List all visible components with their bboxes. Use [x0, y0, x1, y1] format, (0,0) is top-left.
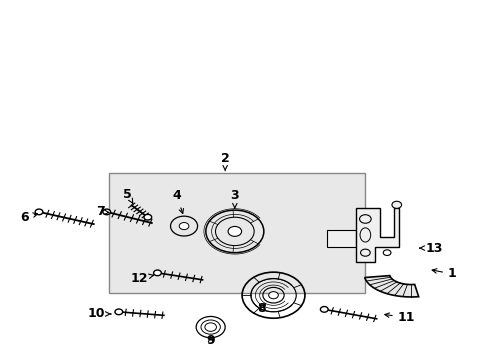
Text: 8: 8	[257, 302, 265, 315]
FancyBboxPatch shape	[109, 173, 365, 293]
Text: 9: 9	[206, 334, 215, 347]
FancyBboxPatch shape	[326, 230, 355, 247]
Text: 2: 2	[221, 152, 229, 171]
Text: 11: 11	[384, 311, 414, 324]
Circle shape	[268, 292, 278, 299]
Text: 13: 13	[419, 242, 442, 255]
Circle shape	[227, 226, 241, 237]
Text: 12: 12	[130, 272, 153, 285]
Text: 3: 3	[230, 189, 239, 208]
Text: 6: 6	[20, 211, 38, 224]
Circle shape	[35, 209, 43, 215]
Polygon shape	[355, 208, 398, 261]
Text: 10: 10	[88, 307, 111, 320]
Circle shape	[391, 201, 401, 208]
Circle shape	[102, 209, 110, 215]
Circle shape	[320, 306, 327, 312]
Circle shape	[115, 309, 122, 315]
Circle shape	[143, 215, 151, 220]
Circle shape	[153, 270, 161, 276]
Circle shape	[204, 323, 216, 331]
Text: 1: 1	[431, 267, 456, 280]
Text: 4: 4	[172, 189, 183, 213]
Polygon shape	[364, 276, 418, 297]
Text: 7: 7	[96, 206, 109, 219]
Circle shape	[179, 222, 188, 230]
Text: 5: 5	[123, 188, 133, 203]
